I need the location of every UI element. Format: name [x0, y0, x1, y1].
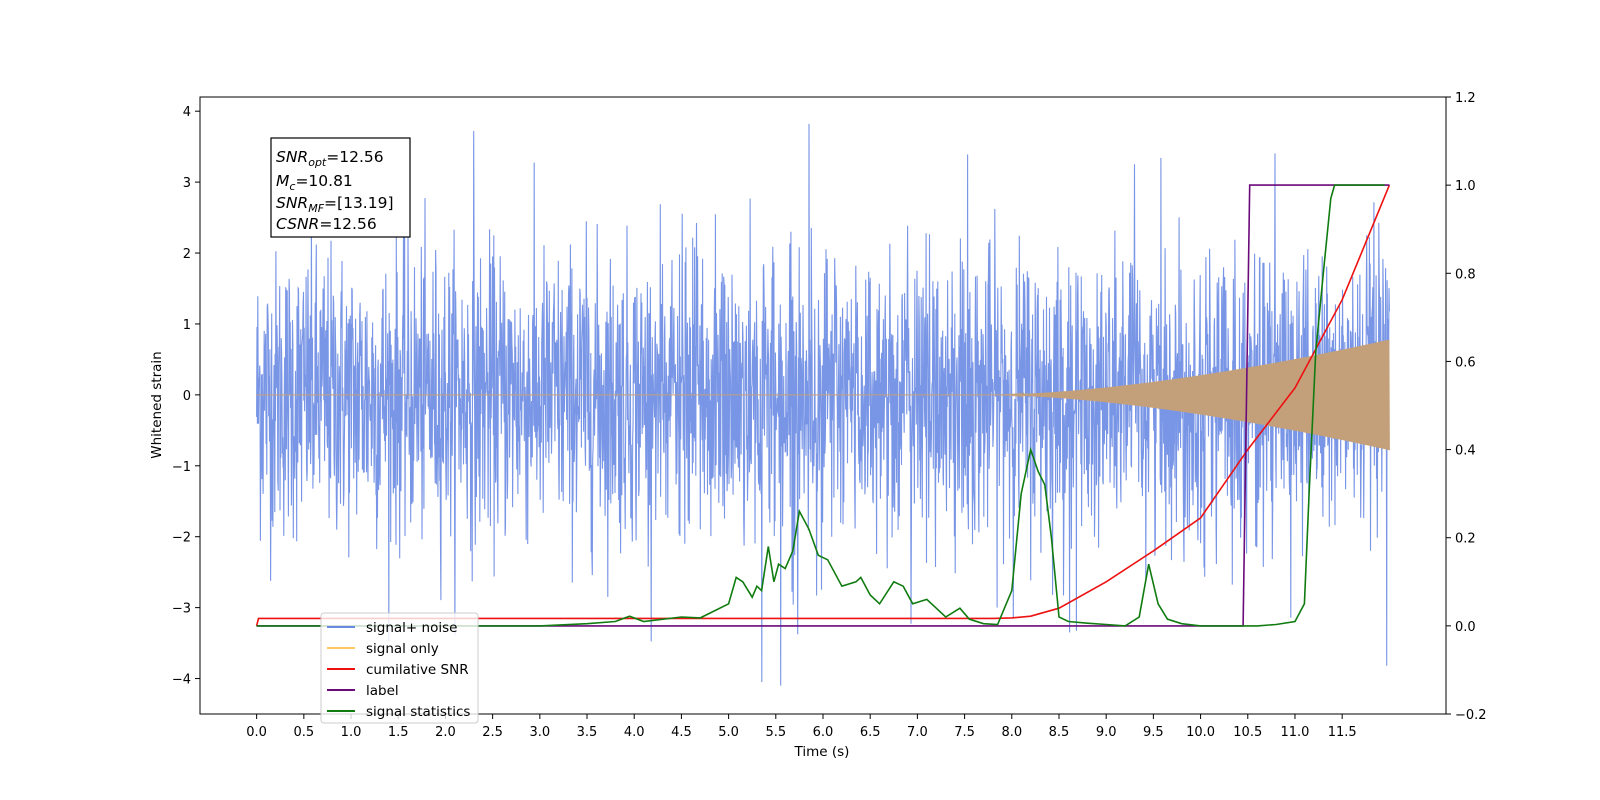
x-tick-label: 2.5 [482, 725, 503, 740]
y-axis-label: Whitened strain [149, 351, 165, 458]
x-tick-label: 3.0 [529, 725, 550, 740]
legend-label: signal statistics [366, 704, 470, 720]
x-tick-label: 0.0 [246, 725, 267, 740]
x-tick-label: 1.0 [341, 725, 362, 740]
y2-tick-label: 0.0 [1455, 620, 1476, 635]
y-tick-label: 1 [183, 318, 191, 333]
legend-label: cumilative SNR [366, 662, 469, 678]
y-axis-right: 1.2 1.0 0.8 0.6 0.4 0.2 0.0 −0.2 [1446, 91, 1487, 723]
x-tick-label: 0.5 [293, 725, 314, 740]
y-tick-label: 3 [183, 176, 191, 191]
x-tick-label: 10.5 [1233, 725, 1262, 740]
y2-tick-label: 0.4 [1455, 444, 1476, 459]
x-tick-label: 3.5 [577, 725, 598, 740]
series-signal-only [256, 339, 1390, 451]
legend-label: signal+ noise [366, 620, 457, 636]
annotation-snr-opt: SNRopt=12.56 [276, 148, 384, 169]
y2-tick-label: −0.2 [1455, 708, 1487, 723]
x-tick-label: 4.0 [624, 725, 645, 740]
x-tick-label: 8.0 [1001, 725, 1022, 740]
series-signal-statistics [256, 184, 1385, 627]
series-signal-plus-noise [256, 123, 1390, 686]
y-tick-label: 0 [183, 389, 191, 404]
y-tick-label: 2 [183, 247, 191, 262]
series-cumilative-snr [255, 184, 1391, 627]
series-layer [255, 123, 1391, 686]
x-tick-label: 10.0 [1186, 725, 1215, 740]
y-tick-label: 4 [183, 105, 191, 120]
legend: signal+ noise signal only cumilative SNR la… [320, 612, 479, 724]
x-tick-label: 5.0 [718, 725, 739, 740]
x-tick-label: 11.5 [1328, 725, 1357, 740]
annotation-snr-mf: SNRMF=[13.19] [276, 194, 394, 215]
y-tick-label: −2 [172, 531, 191, 546]
y2-tick-label: 0.2 [1455, 532, 1476, 547]
x-tick-label: 2.0 [435, 725, 456, 740]
x-tick-label: 7.0 [907, 725, 928, 740]
legend-label: signal only [366, 641, 439, 657]
y2-tick-label: 1.2 [1455, 91, 1476, 106]
x-tick-label: 9.0 [1096, 725, 1117, 740]
y2-tick-label: 1.0 [1455, 179, 1476, 194]
x-axis-label: Time (s) [794, 744, 850, 760]
y-axis-left: 4 3 2 1 0 −1 −2 −3 −4 [172, 105, 200, 688]
x-axis: 0.0 0.5 1.0 1.5 2.0 2.5 3.0 3.5 4.0 4.5 5.0 5.5 6.0 6… [246, 714, 1357, 740]
y-tick-label: −4 [172, 673, 191, 688]
x-tick-label: 1.5 [388, 725, 409, 740]
y2-tick-label: 0.8 [1455, 267, 1476, 282]
annotation-mc: Mc=10.81 [276, 172, 353, 193]
series-label [256, 184, 1390, 627]
legend-label: label [366, 683, 399, 699]
y-tick-label: −1 [172, 460, 191, 475]
y2-tick-label: 0.6 [1455, 355, 1476, 370]
x-tick-label: 4.5 [671, 725, 692, 740]
x-tick-label: 6.0 [813, 725, 834, 740]
x-tick-label: 5.5 [765, 725, 786, 740]
x-tick-label: 11.0 [1280, 725, 1309, 740]
annotation-csnr: CSNR=12.56 [276, 215, 377, 233]
y-tick-label: −3 [172, 602, 191, 617]
annotation-box: SNRopt=12.56 Mc=10.81 SNRMF=[13.19] CSNR… [270, 137, 411, 238]
x-tick-label: 8.5 [1049, 725, 1070, 740]
x-tick-label: 6.5 [860, 725, 881, 740]
x-tick-label: 7.5 [954, 725, 975, 740]
x-tick-label: 9.5 [1143, 725, 1164, 740]
